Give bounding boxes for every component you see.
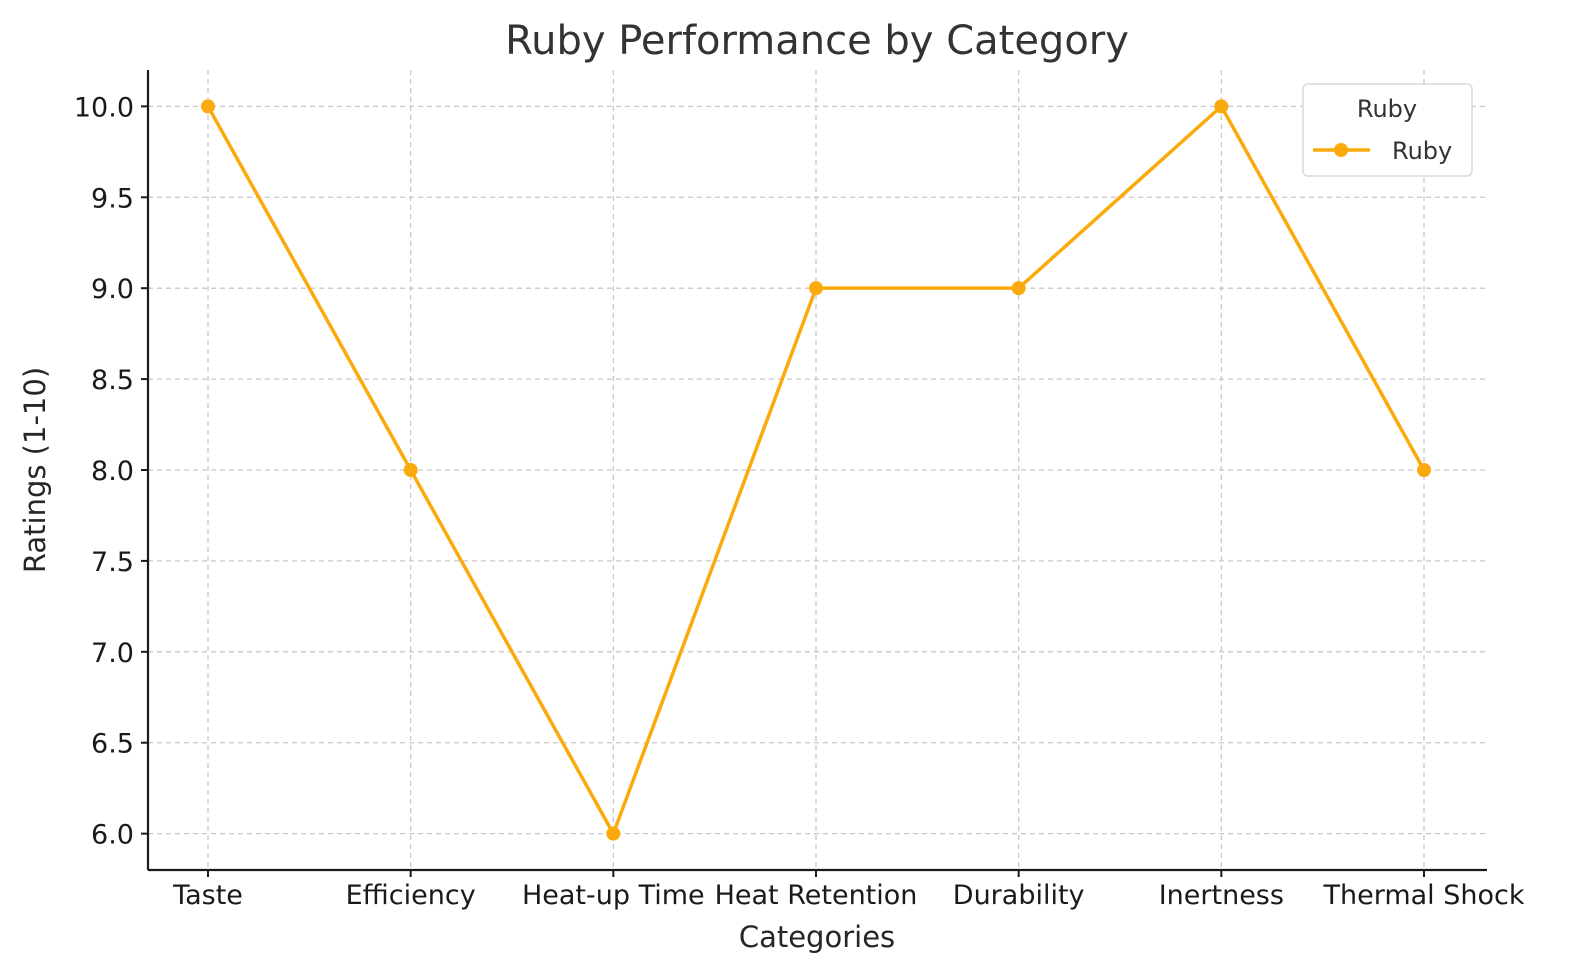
x-tick-label: Heat Retention — [715, 880, 918, 911]
y-tick-label: 9.5 — [91, 183, 134, 214]
data-point — [1214, 99, 1229, 114]
x-tick-label: Heat-up Time — [522, 880, 705, 911]
y-ticks: 6.0 6.5 7.0 7.5 8.0 8.5 9.0 9.5 10.0 — [74, 92, 148, 851]
y-axis-label: Ratings (1-10) — [18, 367, 52, 573]
data-point — [809, 281, 823, 296]
x-axis-label: Categories — [739, 920, 895, 954]
legend-title: Ruby — [1357, 95, 1417, 123]
legend-marker-swatch — [1334, 143, 1348, 157]
y-tick-label: 7.5 — [91, 547, 134, 578]
data-point — [201, 99, 215, 114]
x-ticks: Taste Efficiency Heat-up Time Heat Retentio… — [172, 870, 1525, 911]
data-point — [403, 463, 418, 477]
data-point — [606, 826, 621, 841]
x-tick-label: Durability — [953, 880, 1085, 911]
data-point — [1417, 463, 1431, 477]
chart-title: Ruby Performance by Category — [505, 18, 1129, 64]
y-tick-label: 10.0 — [74, 92, 134, 123]
grid — [148, 70, 1487, 870]
x-tick-label: Thermal Shock — [1322, 880, 1524, 911]
y-tick-label: 7.0 — [91, 638, 134, 669]
y-tick-label: 6.0 — [91, 820, 134, 851]
y-tick-label: 6.5 — [91, 729, 134, 760]
y-tick-label: 9.0 — [91, 274, 134, 305]
data-point — [1011, 281, 1026, 296]
series — [201, 99, 1431, 841]
y-tick-label: 8.5 — [91, 365, 134, 396]
legend: Ruby Ruby — [1302, 83, 1473, 177]
x-tick-label: Efficiency — [346, 880, 476, 911]
x-tick-label: Inertness — [1159, 880, 1284, 911]
y-tick-label: 8.0 — [91, 456, 134, 487]
x-tick-label: Taste — [172, 880, 243, 911]
legend-entry-label: Ruby — [1392, 137, 1452, 165]
